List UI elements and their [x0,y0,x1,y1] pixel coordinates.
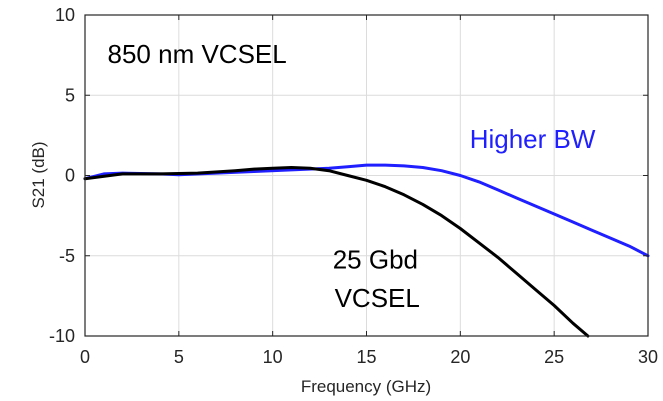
x-tick-label: 0 [80,347,90,367]
annotation-3: 25 Gbd [333,245,418,275]
annotation-1: 850 nm VCSEL [108,39,287,69]
x-tick-label: 20 [450,347,470,367]
y-tick-label: -5 [59,246,75,266]
tick-group: 0 5 10 15 20 25 30 -10 -5 0 5 10 [49,5,658,367]
annotation-group: 850 nm VCSEL Higher BW 25 Gbd VCSEL [108,39,596,313]
series-line-2 [83,166,590,338]
x-tick-label: 15 [356,347,376,367]
x-tick-label: 10 [263,347,283,367]
x-tick-label: 30 [638,347,658,367]
x-tick-label: 5 [174,347,184,367]
x-axis-label: Frequency (GHz) [301,377,431,396]
y-tick-label: -10 [49,326,75,346]
annotation-2: Higher BW [470,124,596,154]
y-tick-label: 5 [65,85,75,105]
y-axis-label: S21 (dB) [29,141,48,208]
annotation-4: VCSEL [335,283,420,313]
x-tick-label: 25 [544,347,564,367]
y-tick-label: 10 [55,5,75,25]
series-group [83,163,650,338]
grid [85,15,648,336]
y-tick-label: 0 [65,166,75,186]
